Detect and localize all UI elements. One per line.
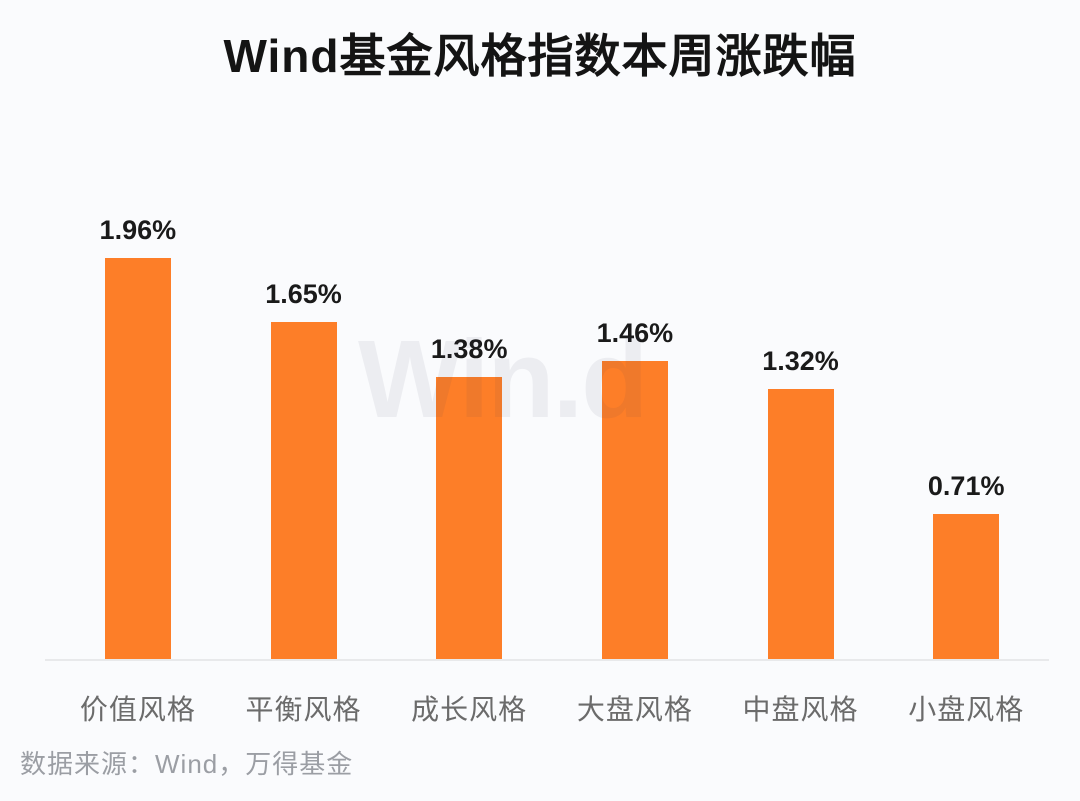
bar-value-label: 1.38%	[430, 334, 508, 364]
category-label: 价值风格	[79, 694, 196, 725]
bar	[601, 361, 668, 660]
bar-group: 1.96%	[55, 215, 221, 660]
bar-group: 1.38%	[386, 334, 552, 660]
bar-value-label: 0.71%	[927, 471, 1005, 501]
bar-group: 1.46%	[552, 318, 718, 660]
bar-value-label: 1.65%	[265, 279, 342, 309]
bar-value-label: 1.96%	[99, 215, 177, 245]
bar	[933, 514, 1000, 660]
x-axis-line	[45, 659, 1049, 661]
bar	[104, 258, 171, 660]
category-label: 成长风格	[411, 694, 528, 725]
category-label: 大盘风格	[576, 694, 693, 725]
category-label: 小盘风格	[908, 694, 1025, 725]
bar-group: 0.71%	[883, 471, 1049, 660]
chart-title: Wind基金风格指数本周涨跌幅	[223, 30, 857, 82]
plot-area: 1.96% 1.65% 1.38% 1.46% 1.32% 0.71%	[55, 0, 1049, 660]
bar-value-label: 1.32%	[762, 346, 839, 376]
category-label: 平衡风格	[245, 694, 362, 725]
bar-group: 1.32%	[718, 346, 884, 660]
bar	[767, 389, 834, 660]
bar-value-label: 1.46%	[596, 318, 674, 348]
data-source-caption: 数据来源：Wind，万得基金	[20, 749, 354, 779]
category-axis-labels: 价值风格 平衡风格 成长风格 大盘风格 中盘风格 小盘风格	[55, 688, 1049, 728]
bar-group: 1.65%	[221, 279, 387, 660]
bar	[436, 377, 503, 660]
bar	[270, 322, 337, 660]
category-label: 中盘风格	[742, 694, 859, 725]
